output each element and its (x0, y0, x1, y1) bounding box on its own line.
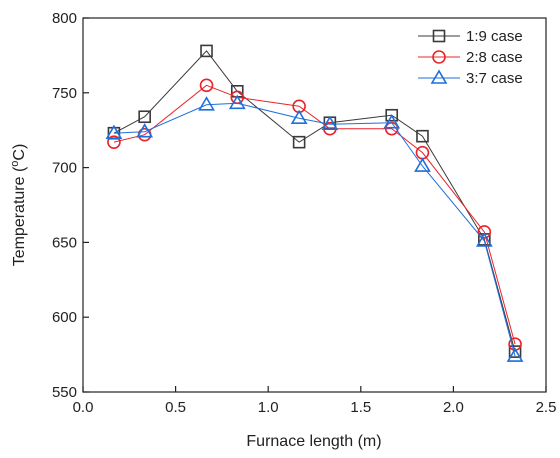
data-point (506, 347, 524, 362)
data-point (383, 114, 401, 129)
data-point (321, 115, 339, 131)
series-line (113, 102, 516, 357)
data-point (385, 108, 399, 122)
x-tick-label: 2.5 (536, 399, 557, 416)
x-tick-label: 2.0 (443, 399, 464, 416)
plot-frame (82, 17, 547, 393)
legend-marker (430, 69, 448, 84)
data-point (138, 110, 151, 124)
y-axis-title: Temperature (oC) (9, 144, 28, 267)
axis-ticks: 0.0 0.5 1.0 1.5 2.0 2.5 550 600 650 700 750 800 (52, 10, 556, 416)
y-tick-label: 600 (52, 309, 77, 326)
series-2 (107, 78, 522, 351)
legend-label: 2:8 case (466, 49, 523, 66)
x-tick-label: 1.0 (258, 399, 279, 416)
data-point (198, 96, 215, 111)
y-tick-label: 550 (52, 384, 77, 401)
x-axis-title: Furnace length (m) (246, 433, 381, 450)
data-point (508, 345, 522, 358)
x-tick-label: 1.5 (350, 399, 371, 416)
data-point (475, 232, 493, 247)
y-tick-label: 700 (52, 160, 77, 177)
data-point (228, 94, 246, 110)
y-tick-label: 650 (52, 234, 77, 251)
x-tick-label: 0.5 (165, 399, 186, 416)
legend-label: 3:7 case (466, 70, 523, 87)
data-point (292, 135, 306, 149)
data-point (477, 225, 492, 239)
series-layer (105, 44, 524, 362)
data-point (200, 44, 213, 58)
y-tick-label: 800 (52, 10, 77, 27)
data-point (416, 129, 429, 143)
series-1 (107, 44, 522, 358)
series-line (113, 84, 516, 345)
data-point (136, 123, 154, 138)
data-point (414, 157, 431, 172)
data-point (105, 124, 123, 139)
data-point (107, 135, 121, 149)
y-axis-title-superscript: o (9, 161, 21, 167)
legend-label: 1:9 case (466, 28, 523, 45)
x-tick-label: 0.0 (73, 399, 94, 416)
y-tick-label: 750 (52, 85, 77, 102)
legend: 1:9 case 2:8 case 3:7 case (418, 28, 523, 87)
series-line (113, 50, 516, 352)
data-point (199, 78, 214, 93)
data-point (290, 109, 308, 125)
legend-marker (432, 50, 446, 64)
series-3 (105, 94, 524, 362)
legend-marker (432, 29, 446, 43)
